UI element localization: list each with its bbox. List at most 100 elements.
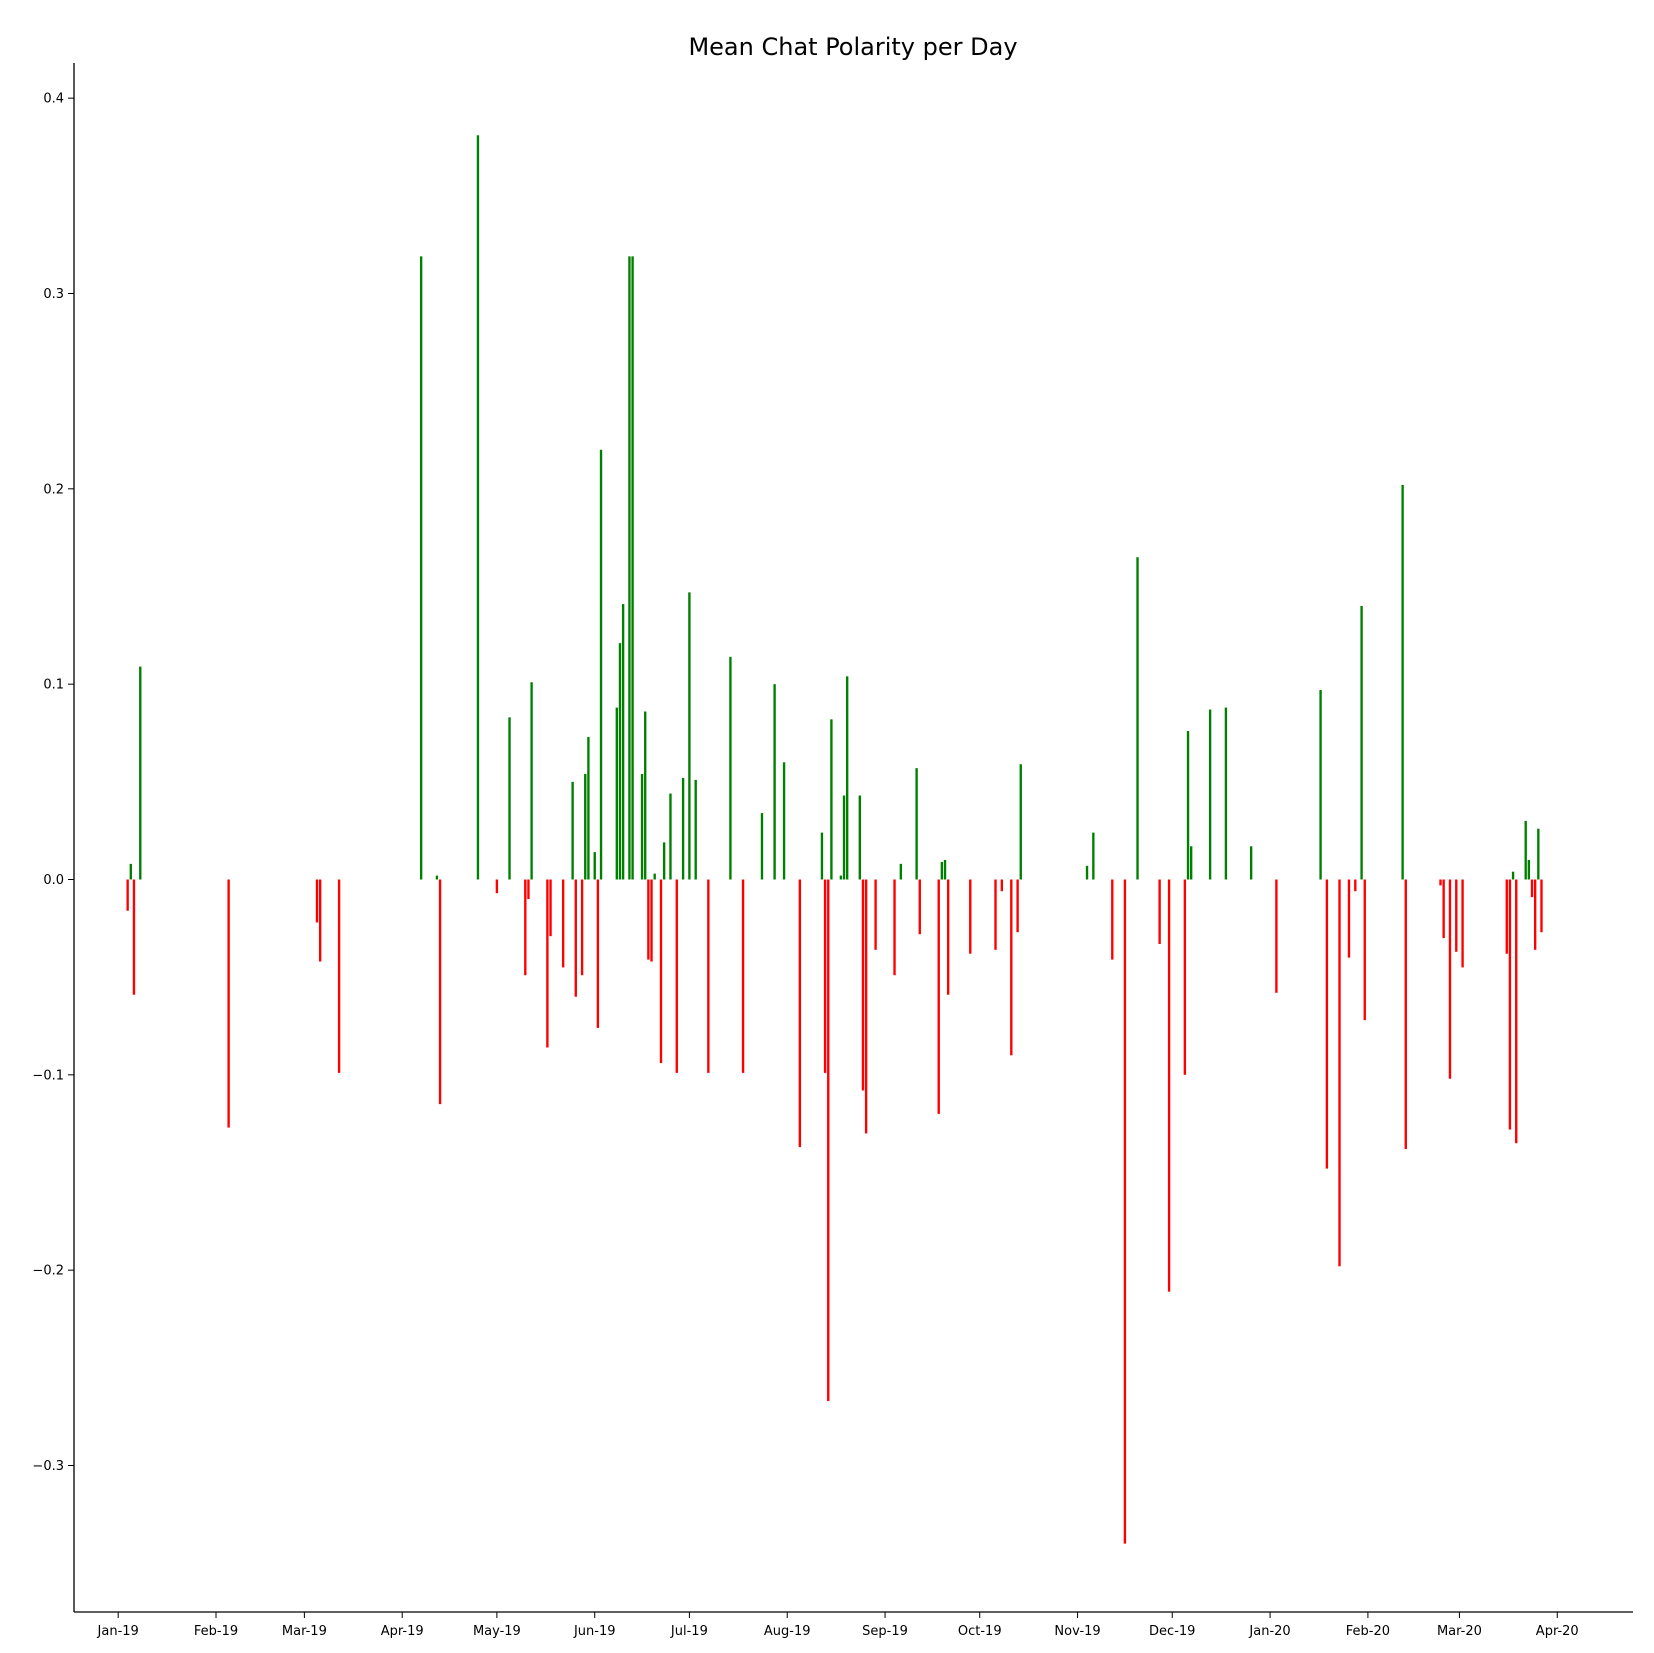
- x-tick-label: Nov-19: [1054, 1624, 1100, 1639]
- x-tick-label: Mar-19: [282, 1624, 327, 1639]
- y-tick-label: −0.2: [32, 1264, 64, 1279]
- bar-2020-01-26: [1347, 879, 1351, 958]
- bar-2019-05-01: [495, 879, 499, 894]
- bar-2019-09-21: [946, 879, 950, 995]
- bar-2019-06-09: [618, 643, 622, 880]
- bar-2020-01-03: [1275, 879, 1278, 993]
- bar-2019-05-26: [574, 879, 577, 997]
- bar-2019-06-19: [650, 879, 653, 962]
- bar-2019-12-18: [1224, 707, 1228, 880]
- bar-2019-05-18: [549, 879, 552, 937]
- bar-2019-05-28: [580, 879, 584, 976]
- bar-2020-03-26: [1537, 828, 1540, 880]
- x-tick-label: Jan-20: [1248, 1624, 1290, 1639]
- bar-2019-11-04: [1085, 865, 1089, 880]
- bar-2020-03-18: [1511, 871, 1515, 880]
- y-tick-label: −0.3: [32, 1459, 64, 1474]
- bar-2019-01-08: [139, 666, 142, 880]
- bar-2019-09-20: [943, 859, 947, 880]
- bar-2019-12-13: [1208, 709, 1212, 880]
- bar-2019-08-15: [830, 719, 833, 880]
- bar-2019-07-31: [782, 762, 786, 880]
- bar-2020-02-27: [1448, 879, 1452, 1079]
- bar-2019-02-05: [227, 879, 230, 1128]
- bar-2019-04-12: [435, 875, 439, 880]
- bar-2019-12-05: [1183, 879, 1187, 1075]
- bar-2019-06-29: [681, 777, 685, 880]
- bar-2019-08-13: [823, 879, 827, 1073]
- bar-2020-03-23: [1527, 859, 1531, 880]
- bar-2019-06-23: [662, 842, 666, 880]
- bar-2019-05-12: [530, 682, 533, 880]
- bar-2020-03-25: [1533, 879, 1537, 950]
- y-tick-label: 0.3: [43, 287, 64, 302]
- bar-2019-08-14: [827, 879, 830, 1402]
- bar-2020-01-30: [1360, 606, 1363, 880]
- x-tick-label: Oct-19: [958, 1624, 1002, 1639]
- bar-2019-05-25: [571, 781, 574, 880]
- bar-2019-01-04: [126, 879, 129, 911]
- bar-2019-11-12: [1111, 879, 1114, 960]
- y-tick-label: 0.0: [43, 873, 64, 888]
- bar-2019-09-11: [915, 768, 918, 880]
- bar-2019-10-14: [1019, 764, 1022, 880]
- bar-2019-12-06: [1186, 731, 1190, 880]
- bar-2019-08-25: [861, 879, 865, 1091]
- bar-2019-08-24: [858, 795, 861, 880]
- bar-2019-09-04: [893, 879, 896, 976]
- x-tick-label: Jul-19: [670, 1624, 708, 1639]
- bar-2019-09-06: [899, 863, 903, 880]
- bar-2020-03-19: [1515, 879, 1518, 1144]
- bar-2019-09-12: [918, 879, 921, 935]
- bar-2019-08-18: [839, 875, 843, 880]
- bar-2019-04-13: [438, 879, 442, 1105]
- x-tick-label: Jan-19: [97, 1624, 139, 1639]
- bar-2019-06-25: [669, 793, 672, 880]
- bar-2020-01-19: [1325, 879, 1329, 1169]
- bar-2019-05-10: [524, 879, 527, 976]
- bar-2020-03-16: [1505, 879, 1508, 954]
- bar-2019-06-20: [653, 873, 656, 880]
- bar-2019-09-19: [940, 861, 944, 880]
- bar-2019-06-18: [647, 879, 650, 960]
- bar-2019-10-11: [1010, 879, 1013, 1056]
- bar-2019-12-26: [1249, 846, 1253, 880]
- bar-2019-06-02: [596, 879, 600, 1028]
- x-tick-label: Mar-20: [1437, 1624, 1482, 1639]
- bar-2019-06-08: [615, 707, 618, 880]
- bar-2019-03-05: [315, 879, 319, 923]
- bar-2019-07-03: [694, 779, 697, 880]
- bar-2019-04-25: [476, 135, 480, 880]
- bars-group: [126, 135, 1543, 1544]
- bar-2020-02-24: [1439, 879, 1442, 886]
- x-tick-label: Sep-19: [862, 1624, 908, 1639]
- bar-2019-03-06: [318, 879, 322, 962]
- bar-2019-08-12: [820, 832, 824, 880]
- bar-2019-01-06: [132, 879, 136, 995]
- bar-2019-06-22: [659, 879, 663, 1064]
- x-tick-label: Feb-19: [194, 1624, 238, 1639]
- bar-2019-05-11: [527, 879, 530, 900]
- bar-2019-12-07: [1189, 846, 1193, 880]
- bar-2019-03-12: [337, 879, 341, 1073]
- bar-2019-08-05: [798, 879, 802, 1148]
- x-tick-label: May-19: [473, 1624, 521, 1639]
- bar-2019-06-10: [621, 604, 625, 880]
- bar-2020-02-12: [1401, 484, 1404, 880]
- bar-2019-05-29: [584, 774, 587, 880]
- bar-2020-03-24: [1530, 879, 1534, 898]
- bar-2019-06-16: [640, 774, 644, 880]
- bar-2019-10-13: [1016, 879, 1019, 933]
- bar-2019-11-06: [1092, 832, 1095, 880]
- bar-2020-01-23: [1338, 879, 1341, 1267]
- bar-2019-08-29: [874, 879, 877, 950]
- bar-2019-05-30: [587, 736, 590, 880]
- bar-2019-06-17: [644, 711, 647, 880]
- x-axis: Jan-19 Feb-19 Mar-19 Apr-19 May-19 Jun-19 Jul-…: [97, 1612, 1579, 1639]
- bar-2019-06-13: [631, 256, 634, 880]
- bar-2020-02-13: [1404, 879, 1407, 1150]
- bar-2019-11-30: [1167, 879, 1171, 1292]
- bar-2019-06-03: [599, 449, 603, 880]
- bar-2019-10-08: [1000, 879, 1004, 892]
